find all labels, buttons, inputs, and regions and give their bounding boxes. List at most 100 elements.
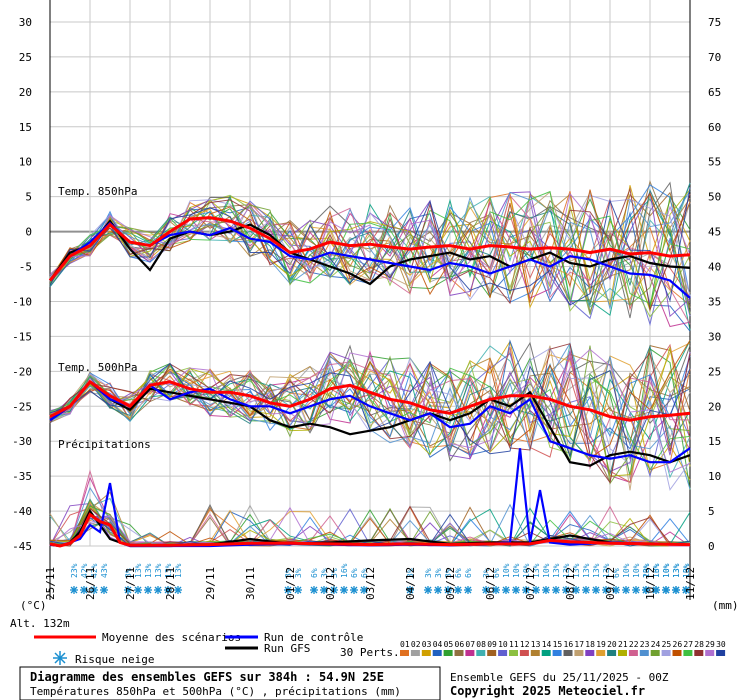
pert-swatch (541, 650, 551, 656)
snowflake-icon (502, 586, 510, 594)
x-axis-date-labels: 25/11 26/11 27/11 28/11 29/11 30/11 01/12 02/12… (44, 567, 697, 600)
legend-gfs-label: Run GFS (264, 642, 310, 655)
legend-perts-label: 30 Perts. (340, 646, 400, 659)
snow-risk-label: 13% (174, 563, 183, 578)
perturbation-line (49, 345, 691, 485)
date-label: 10/12 (644, 567, 657, 600)
snowflake-icon (154, 586, 162, 594)
snowflake-icon (602, 586, 610, 594)
snowflake-icon (350, 586, 358, 594)
pert-swatch (618, 650, 627, 656)
pert-swatch (410, 650, 420, 656)
snowflake-icon (522, 586, 530, 594)
snow-risk-label: 10% (622, 563, 631, 578)
pert-number: 02 (411, 640, 421, 649)
perturbation-line (49, 340, 691, 459)
pert-number: 21 (618, 640, 628, 649)
copyright-text: Copyright 2025 Meteociel.fr (450, 684, 645, 698)
pert-number: 13 (531, 640, 541, 649)
pert-number: 10 (498, 640, 508, 649)
snowflake-icon (340, 586, 348, 594)
snow-risk-label: 10% (542, 563, 551, 578)
pert-number: 08 (476, 640, 486, 649)
snowflake-icon (330, 586, 338, 594)
chart-title: Diagramme des ensembles GEFS sur 384h : … (30, 670, 384, 684)
snowflake-icon (310, 586, 318, 594)
snowflake-icon (612, 586, 620, 594)
left-tick-label: 25 (19, 51, 32, 64)
date-label: 06/12 (484, 567, 497, 600)
pert-number: 01 (400, 640, 410, 649)
snowflake-icon (672, 586, 680, 594)
pert-swatch (509, 650, 518, 656)
series-line-850 (49, 219, 691, 286)
series-line-500 (49, 380, 691, 464)
pert-number: 25 (662, 640, 672, 649)
pert-swatch (683, 650, 693, 656)
snow-risk-label: 6% (310, 568, 319, 578)
pert-number: 16 (564, 640, 574, 649)
snowflake-icon (482, 586, 490, 594)
pert-number: 06 (455, 640, 465, 649)
snow-risk-label: 10% (512, 563, 521, 578)
left-tick-label: 10 (19, 156, 32, 169)
snow-risk-label: 3% (320, 568, 329, 578)
date-label: 26/11 (84, 567, 97, 600)
snow-risk-label: 10% (662, 563, 671, 578)
left-tick-label: -25 (12, 400, 32, 413)
snow-risk-label: 13% (164, 563, 173, 578)
left-tick-label: 20 (19, 86, 32, 99)
snowflake-icon (284, 586, 292, 594)
pert-number: 14 (542, 640, 552, 649)
right-tick-label: 15 (708, 435, 721, 448)
perturbation-line (49, 187, 691, 312)
snow-risk-label: 3% (482, 568, 491, 578)
snowflake-icon (582, 586, 590, 594)
pert-swatch (716, 650, 726, 656)
left-tick-label: -40 (12, 505, 32, 518)
right-tick-label: 25 (708, 365, 721, 378)
date-label: 08/12 (564, 567, 577, 600)
date-label: 05/12 (444, 567, 457, 600)
right-tick-label: 5 (708, 505, 715, 518)
snow-risk-label: 42% (90, 563, 99, 578)
right-tick-label: 75 (708, 16, 721, 29)
snowflake-icon (320, 586, 328, 594)
pert-number: 28 (694, 640, 704, 649)
pert-swatch (498, 650, 508, 656)
left-tick-label: 5 (25, 191, 32, 204)
right-tick-label: 35 (708, 295, 721, 308)
left-tick-label: 0 (25, 226, 32, 239)
snowflake-icon (552, 586, 560, 594)
left-axis-unit: (°C) (20, 599, 47, 612)
pert-swatch (694, 650, 704, 656)
legend-snow-icon (53, 651, 67, 665)
snowflake-icon (632, 586, 640, 594)
date-label: 28/11 (164, 567, 177, 600)
date-label: 29/11 (204, 567, 217, 600)
right-tick-label: 55 (708, 156, 721, 169)
snow-risk-label: 13% (532, 563, 541, 578)
snowflake-icon (652, 586, 660, 594)
section-label-t850: Temp. 850hPa (58, 185, 137, 198)
perturbation-line (49, 194, 691, 318)
snow-risk-label: 6% (464, 568, 473, 578)
snow-risk-label: 3% (124, 568, 133, 578)
snowflake-icon (124, 586, 132, 594)
snowflake-icon (592, 586, 600, 594)
snow-risk-label: 3% (424, 568, 433, 578)
series-line-500 (49, 379, 691, 422)
snow-risk-label: 10% (642, 563, 651, 578)
right-tick-label: 10 (708, 470, 721, 483)
pert-number: 29 (705, 640, 715, 649)
right-tick-label: 60 (708, 121, 721, 134)
pert-swatch (639, 650, 649, 656)
series-line-precip (49, 512, 691, 548)
pert-swatch (585, 650, 595, 656)
pert-number: 09 (487, 640, 497, 649)
snow-risk-label: 3% (434, 568, 443, 578)
snow-risk-label: 13% (682, 563, 691, 578)
snow-risk-label: 23% (642, 563, 651, 578)
snow-risk-label: 43% (100, 563, 109, 578)
right-tick-label: 50 (708, 191, 721, 204)
